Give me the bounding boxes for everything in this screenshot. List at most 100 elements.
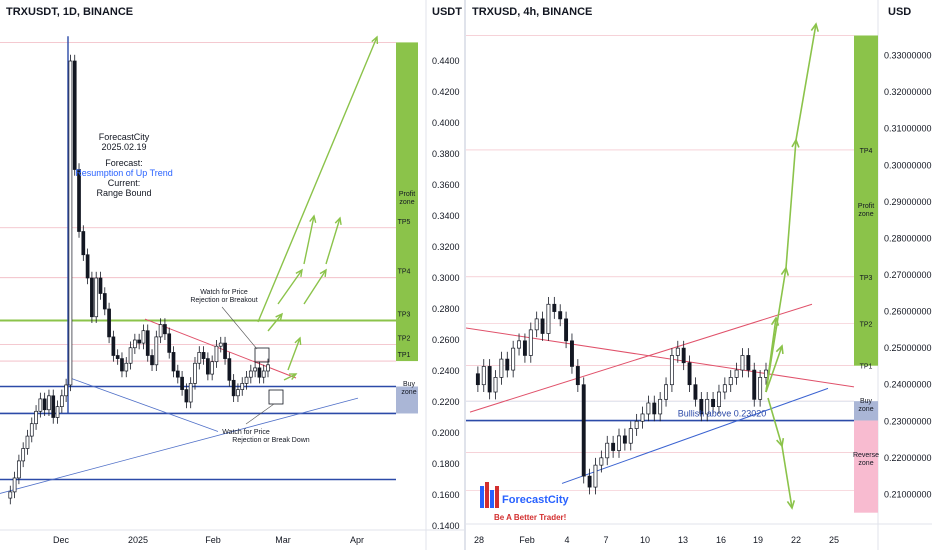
candle-body (120, 358, 124, 372)
y-tick-label: 0.2200 (432, 397, 460, 407)
buy-zone-label: Buy (403, 381, 416, 388)
target-label: TP3 (860, 275, 873, 282)
candle-body (107, 308, 111, 338)
target-label: TP1 (860, 364, 873, 371)
breakdown-note: Watch for Price (222, 429, 270, 436)
candle-body (90, 277, 94, 318)
candle-body (214, 345, 219, 363)
candle-body (534, 318, 539, 331)
x-tick-label: Feb (205, 535, 221, 545)
candle-body (21, 448, 26, 462)
forecast-arrow (765, 345, 783, 393)
candle-body (587, 475, 592, 488)
candle-body (752, 369, 757, 400)
x-tick-label: 28 (474, 535, 484, 545)
x-tick-label: Feb (519, 535, 535, 545)
right-chart-svg[interactable]: Bullish above 0.23020TP4TP3TP2TP1Profitz… (466, 0, 932, 550)
forecast-arrow (765, 317, 777, 393)
current-value: Range Bound (96, 188, 151, 198)
candle-body (193, 362, 197, 384)
buy-zone-label: zone (401, 389, 416, 396)
chart-title: TRXUSDT, 1D, BINANCE (6, 6, 134, 18)
y-tick-label: 0.29000000 (884, 197, 932, 207)
forecast-arrow (287, 337, 301, 371)
y-tick-label: 0.32000000 (884, 87, 932, 97)
currency-unit: USD (888, 6, 912, 18)
arrow-head (810, 22, 819, 32)
right-chart-panel[interactable]: TRXUSD, 4h, BINANCE USD Bullish above 0.… (466, 0, 932, 550)
y-tick-label: 0.26000000 (884, 307, 932, 317)
long-support-trendline (0, 397, 359, 494)
candle-body (634, 420, 639, 429)
candle-body (640, 413, 645, 422)
buy-zone-label: Buy (860, 398, 873, 405)
arrow-head (294, 336, 302, 346)
candle-body (34, 410, 38, 425)
left-chart-panel[interactable]: TRXUSDT, 1D, BINANCE USDT ForecastCity 20… (0, 0, 464, 550)
candle-body (201, 352, 206, 359)
support-trendline (561, 387, 829, 484)
candle-body (687, 362, 692, 386)
target-label: TP1 (398, 352, 411, 359)
candle-body (180, 376, 184, 390)
chart-title: TRXUSD, 4h, BINANCE (472, 6, 593, 18)
candle-body (261, 370, 266, 378)
candle-body (141, 330, 146, 344)
bullish-note: Bullish above 0.23020 (678, 409, 767, 419)
candle-body (218, 342, 223, 347)
candle-body (111, 336, 116, 356)
forecast-arrow (267, 313, 283, 332)
candle-body (570, 340, 574, 367)
candle-body (59, 395, 64, 407)
candle-body (145, 330, 150, 356)
y-tick-label: 0.33000000 (884, 51, 932, 61)
candle-body (722, 384, 727, 393)
target-label: TP4 (398, 269, 411, 276)
y-tick-label: 0.21000000 (884, 489, 932, 499)
y-tick-label: 0.2600 (432, 335, 460, 345)
panel-divider[interactable] (464, 0, 466, 550)
candle-body (669, 355, 674, 386)
y-tick-label: 0.1800 (432, 459, 460, 469)
breakout-watch-box (254, 347, 270, 363)
candle-body (154, 336, 159, 366)
logo-bar (495, 486, 499, 508)
y-tick-label: 0.25000000 (884, 343, 932, 353)
candle-body (711, 398, 716, 407)
candle-body (546, 303, 551, 334)
arrow-head (786, 500, 796, 510)
candle-body (167, 333, 172, 353)
breakdown-note: Rejection or Break Down (232, 437, 310, 444)
candle-body (115, 355, 120, 359)
candle-body (628, 428, 633, 444)
arrow-head (371, 35, 379, 45)
y-tick-label: 0.2400 (432, 366, 460, 376)
candle-body (124, 362, 129, 372)
candle-body (240, 383, 245, 390)
arrow-head (309, 214, 317, 223)
candle-body (522, 340, 527, 356)
candle-body (552, 303, 557, 312)
candle-body (493, 377, 498, 393)
candle-body (231, 379, 236, 397)
x-tick-label: 7 (603, 535, 608, 545)
candle-body (227, 358, 232, 381)
y-tick-label: 0.31000000 (884, 124, 932, 134)
candle-body (693, 384, 698, 400)
candle-body (171, 352, 176, 372)
candle-body (188, 383, 193, 403)
candle-body (51, 395, 56, 418)
x-tick-label: 10 (640, 535, 650, 545)
candle-body (475, 373, 480, 386)
currency-unit: USDT (432, 6, 462, 18)
candle-body (133, 339, 137, 349)
x-tick-label: 2025 (128, 535, 148, 545)
candle-body (705, 398, 710, 415)
reverse-zone-label: zone (858, 460, 873, 467)
candle-body (511, 347, 516, 371)
forecast-arrow (303, 269, 327, 305)
candle-body (98, 277, 103, 294)
forecast-arrow (781, 445, 793, 509)
y-tick-label: 0.28000000 (884, 233, 932, 243)
